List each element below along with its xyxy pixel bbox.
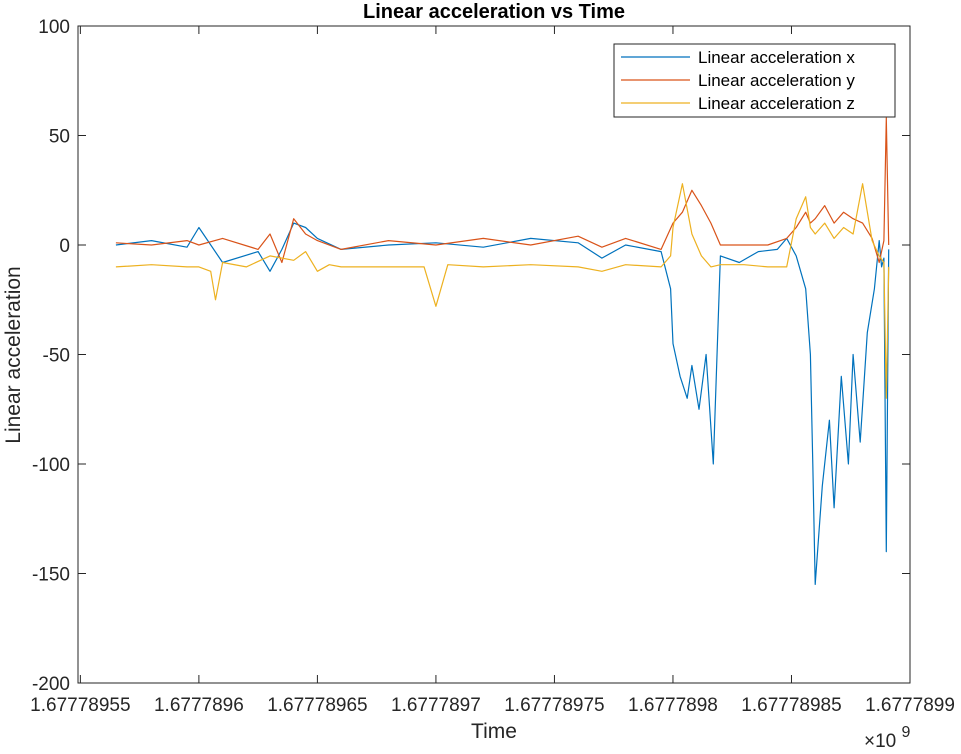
series-layer	[115, 117, 890, 586]
legend-entry-x: Linear acceleration x	[698, 48, 855, 67]
x-tick-label: 1.6777899	[865, 695, 955, 716]
x-tick-label: 1.67778985	[741, 695, 841, 716]
y-tick-label: 0	[59, 236, 70, 257]
x-tick-label: 1.67778955	[30, 695, 130, 716]
legend: Linear acceleration x Linear acceleratio…	[613, 43, 896, 118]
x-tick-label: 1.67778975	[504, 695, 604, 716]
y-tick-label: -100	[32, 455, 70, 476]
y-axis-label: Linear acceleration	[2, 266, 25, 443]
chart-title: Linear acceleration vs Time	[363, 1, 625, 23]
y-tick-label: 50	[49, 127, 70, 148]
series-line-x	[115, 222, 890, 586]
legend-entry-y: Linear acceleration y	[698, 71, 855, 90]
y-tick-label: -150	[32, 565, 70, 586]
x-exponent-base: ×10	[864, 731, 896, 749]
y-tick-label: 100	[38, 17, 70, 38]
plot-area	[77, 25, 911, 684]
x-axis-label: Time	[471, 720, 517, 743]
series-line-y	[115, 117, 890, 264]
x-tick-label: 1.6777897	[391, 695, 481, 716]
y-tick-label: -50	[43, 346, 70, 367]
x-exponent-label: ×10 9	[864, 724, 911, 749]
tick-layer: 1.67778955 1.6777896 1.67778965 1.6777897 1.…	[30, 17, 955, 716]
x-tick-label: 1.6777898	[628, 695, 718, 716]
series-line-z	[115, 183, 890, 399]
y-tick-label: -200	[32, 674, 70, 695]
x-tick-label: 1.67778965	[267, 695, 367, 716]
x-exponent-power: 9	[902, 724, 911, 741]
x-tick-label: 1.6777896	[154, 695, 244, 716]
legend-entry-z: Linear acceleration z	[698, 94, 855, 113]
